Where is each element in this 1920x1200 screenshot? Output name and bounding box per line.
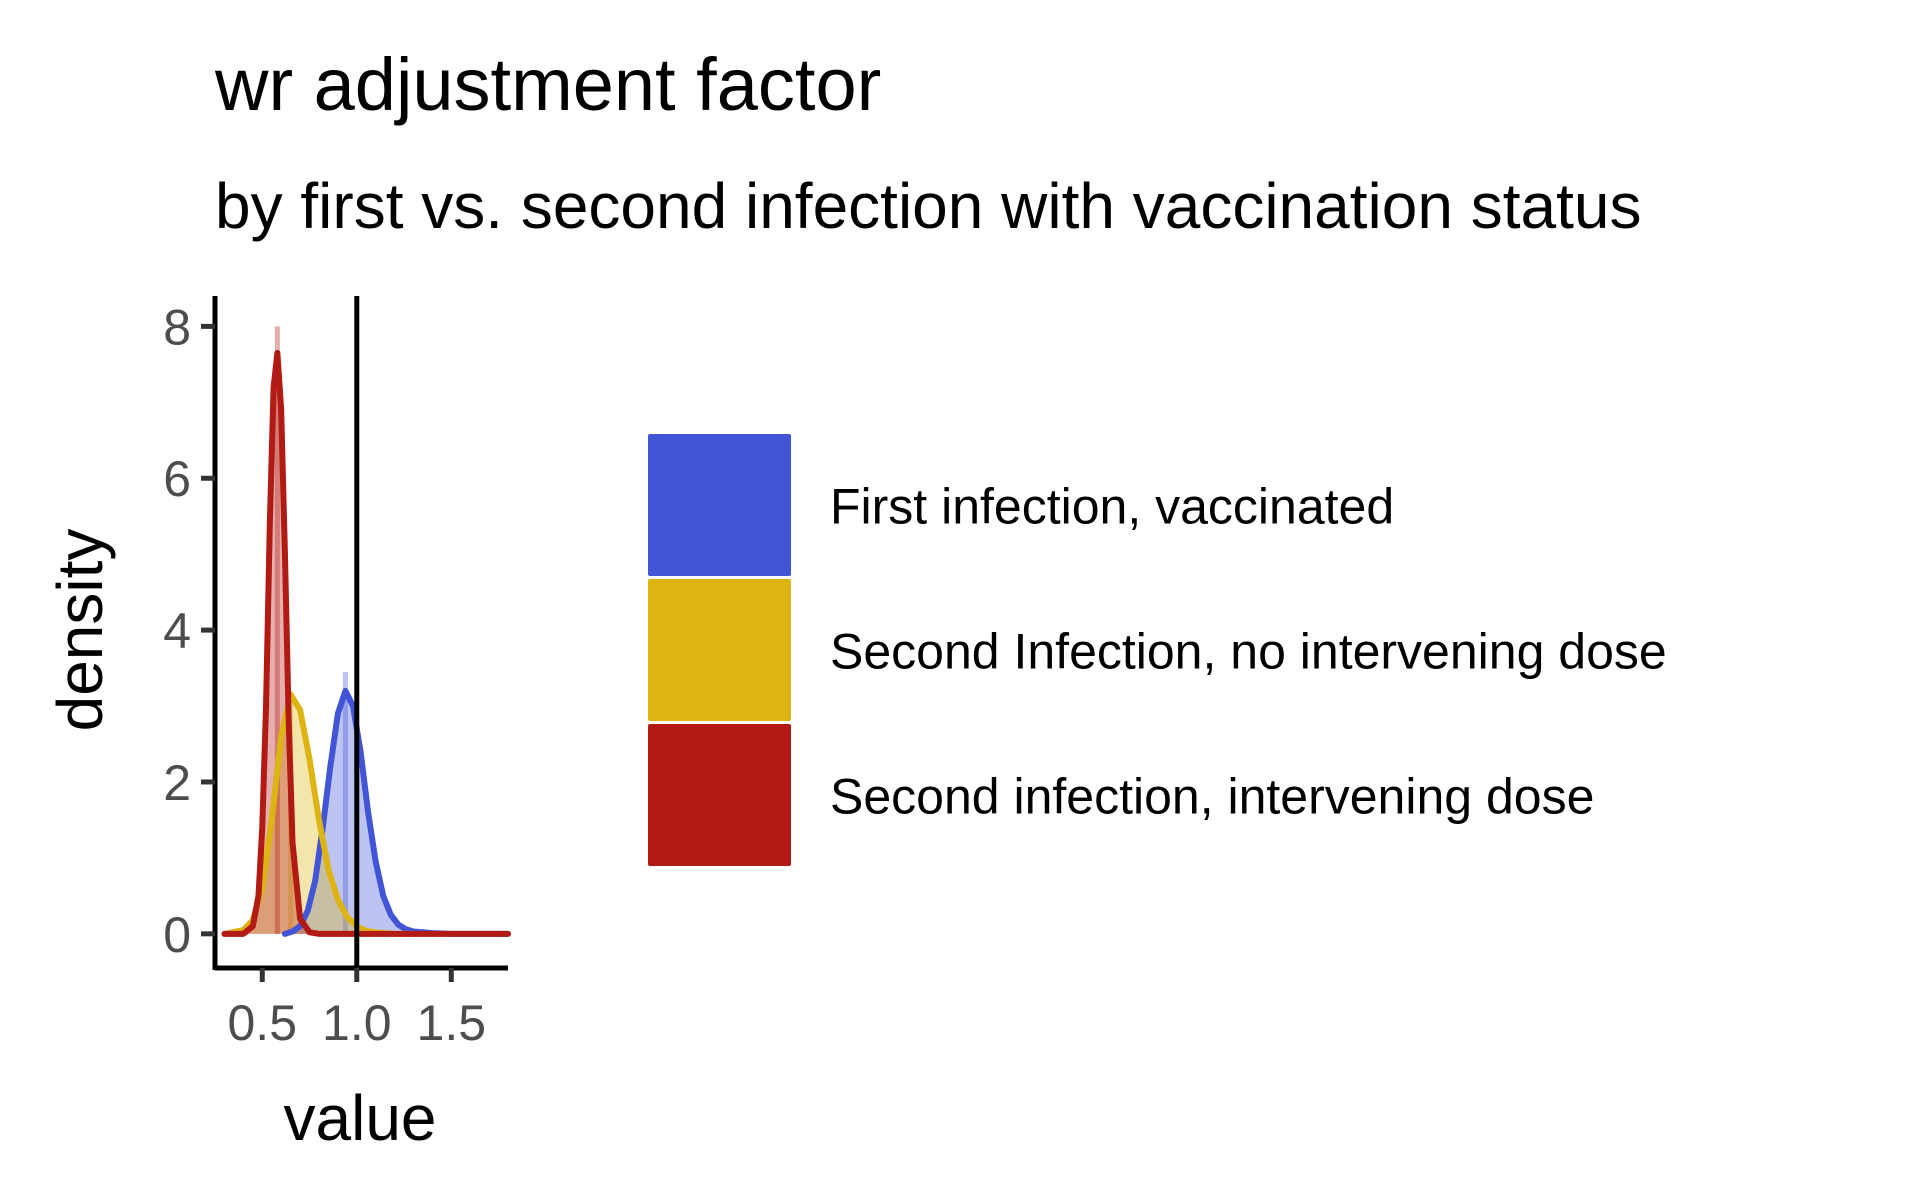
- y-tick-label: 8: [163, 299, 191, 355]
- legend: First infection, vaccinated Second Infect…: [648, 434, 1667, 866]
- y-tick-label: 2: [163, 755, 191, 811]
- legend-key-series-1: [648, 434, 791, 576]
- legend-key-series-2: [648, 579, 791, 721]
- y-axis-label: density: [44, 529, 116, 732]
- x-axis: 0.5 1.0 1.5: [215, 965, 508, 1051]
- x-tick-label: 0.5: [228, 995, 298, 1051]
- x-tick-label: 1.0: [322, 995, 392, 1051]
- y-axis: 0 2 4 6 8: [163, 296, 218, 970]
- legend-label-series-1: First infection, vaccinated: [830, 479, 1394, 535]
- plot-area: [221, 296, 511, 968]
- chart-title: wr adjustment factor: [214, 43, 881, 126]
- x-tick-label: 1.5: [417, 995, 487, 1051]
- density-area-series-2: [224, 694, 414, 934]
- density-area-series-1: [284, 690, 508, 934]
- histogram-peak-series-3: [274, 326, 280, 934]
- y-tick-label: 4: [163, 603, 191, 659]
- y-tick-label: 6: [163, 451, 191, 507]
- y-tick-label: 0: [163, 907, 191, 963]
- legend-key-series-3: [648, 724, 791, 866]
- x-axis-label: value: [284, 1082, 437, 1154]
- density-line-series-3: [221, 349, 511, 937]
- legend-label-series-3: Second infection, intervening dose: [830, 769, 1594, 825]
- chart-subtitle: by first vs. second infection with vacci…: [215, 170, 1641, 242]
- density-area-series-3: [224, 352, 509, 934]
- histogram-peak-series-1: [342, 671, 348, 934]
- legend-label-series-2: Second Infection, no intervening dose: [830, 624, 1667, 680]
